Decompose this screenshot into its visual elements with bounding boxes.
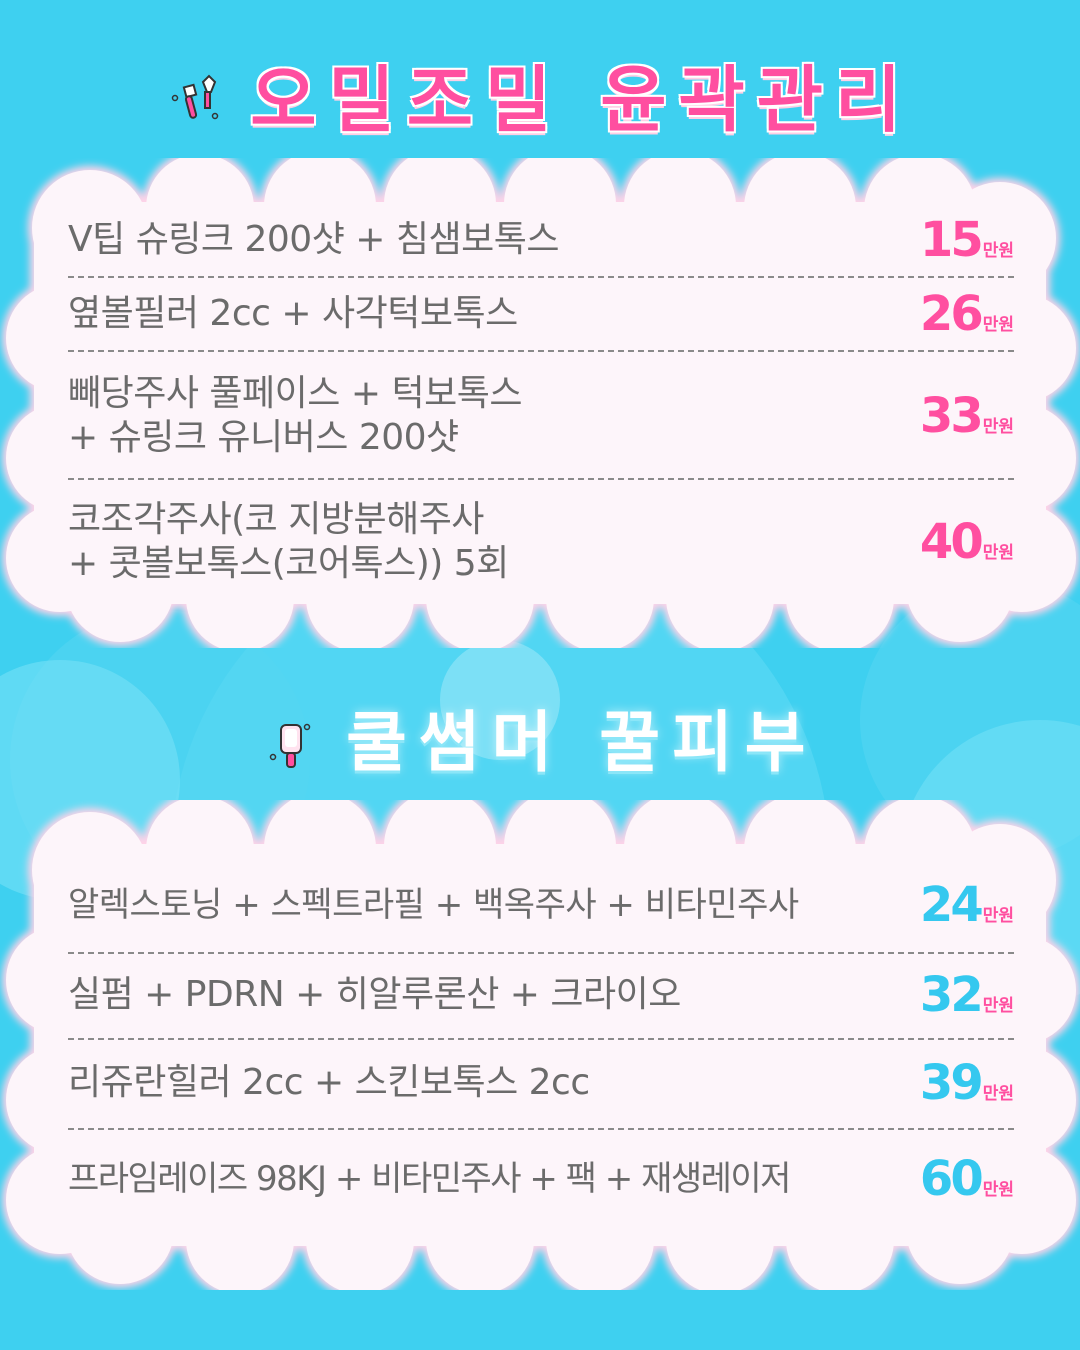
cloud-card-1 [2, 158, 1080, 648]
price-value: 32 [919, 967, 984, 1023]
item-label: 알렉스토닝 + 스펙트라필 + 백옥주사 + 비타민주사 [68, 885, 799, 925]
price-unit: 만원 [982, 315, 1014, 335]
price-unit: 만원 [982, 417, 1014, 437]
divider [68, 1128, 1014, 1130]
list-item: 실펌 + PDRN + 히알루론산 + 크라이오 32 만원 [68, 968, 1014, 1022]
list-item: 코조각주사(코 지방분해주사 + 콧볼보톡스(코어톡스)) 5회 40 만원 [68, 496, 1014, 588]
section2-header: 쿨썸머 꿀피부 [0, 698, 1080, 788]
price-unit: 만원 [982, 543, 1014, 563]
list-item: V팁 슈링크 200샷 + 침샘보톡스 15 만원 [68, 214, 1014, 266]
price-unit: 만원 [982, 241, 1014, 261]
price-value: 26 [919, 286, 984, 342]
section1-header: 오밀조밀 윤곽관리 [0, 52, 1080, 148]
price-value: 39 [919, 1055, 984, 1111]
list-item: 리쥬란힐러 2cc + 스킨보톡스 2cc 39 만원 [68, 1056, 1014, 1110]
makeup-brush-icon [171, 74, 218, 120]
item-label: 실펌 + PDRN + 히알루론산 + 크라이오 [68, 974, 681, 1015]
item-label: 옆볼필러 2cc + 사각턱보톡스 [68, 293, 518, 334]
item-price: 24 만원 [920, 880, 1014, 930]
item-label: 빼당주사 풀페이스 + 턱보톡스 + 슈링크 유니버스 200샷 [68, 373, 522, 458]
item-price: 26 만원 [920, 289, 1014, 339]
item-label: 코조각주사(코 지방분해주사 + 콧볼보톡스(코어톡스)) 5회 [68, 499, 509, 584]
divider [68, 478, 1014, 480]
price-value: 33 [919, 388, 984, 444]
list-item: 프라임레이즈 98KJ + 비타민주사 + 팩 + 재생레이저 60 만원 [68, 1152, 1014, 1206]
cloud-card-2 [2, 800, 1080, 1290]
item-price: 40 만원 [920, 517, 1014, 567]
price-unit: 만원 [982, 996, 1014, 1016]
price-value: 40 [919, 514, 984, 570]
list-item: 옆볼필러 2cc + 사각턱보톡스 26 만원 [68, 288, 1014, 340]
divider [68, 350, 1014, 352]
item-label: V팁 슈링크 200샷 + 침샘보톡스 [68, 219, 559, 260]
item-price: 60 만원 [920, 1154, 1014, 1204]
divider [68, 1038, 1014, 1040]
item-price: 39 만원 [920, 1058, 1014, 1108]
divider [68, 952, 1014, 954]
price-value: 24 [919, 877, 984, 933]
section1-title: 오밀조밀 윤곽관리 [250, 58, 914, 142]
item-price: 33 만원 [920, 391, 1014, 441]
popsicle-icon [269, 723, 310, 768]
price-unit: 만원 [982, 1084, 1014, 1104]
price-unit: 만원 [982, 1180, 1014, 1200]
price-value: 15 [919, 212, 984, 268]
price-unit: 만원 [982, 906, 1014, 926]
list-item: 빼당주사 풀페이스 + 턱보톡스 + 슈링크 유니버스 200샷 33 만원 [68, 370, 1014, 462]
divider [68, 276, 1014, 278]
item-price: 32 만원 [920, 970, 1014, 1020]
section2-title: 쿨썸머 꿀피부 [346, 704, 818, 781]
list-item: 알렉스토닝 + 스펙트라필 + 백옥주사 + 비타민주사 24 만원 [68, 878, 1014, 932]
item-label: 리쥬란힐러 2cc + 스킨보톡스 2cc [68, 1062, 590, 1103]
item-label: 프라임레이즈 98KJ + 비타민주사 + 팩 + 재생레이저 [68, 1159, 791, 1199]
item-price: 15 만원 [920, 215, 1014, 265]
price-value: 60 [919, 1151, 984, 1207]
